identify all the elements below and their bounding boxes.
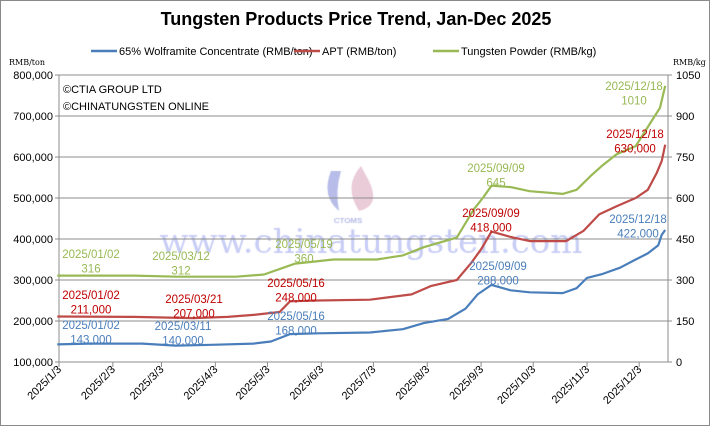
x-tick-label: 2025/2/3 [79,364,118,403]
legend-label: APT (RMB/ton) [322,46,396,58]
chart-title: Tungsten Products Price Trend, Jan-Dec 2… [160,9,552,29]
data-label: 2025/03/12 312 [152,251,210,278]
data-label: 2025/09/09 418,000 [462,208,520,235]
x-tick-label: 2025/8/3 [394,364,433,403]
y-right-tick-label: 1050 [676,70,700,82]
y-right-tick-label: 600 [676,193,694,205]
data-label: 2025/03/11 140,000 [155,321,212,348]
y-left-unit: RMB/ton [9,58,45,67]
y-right-tick-label: 300 [676,275,694,287]
y-right-tick-label: 750 [676,152,694,164]
x-tick-label: 2025/1/3 [25,364,64,403]
x-tick-label: 2025/4/3 [182,364,221,403]
x-tick-label: 2025/3/3 [128,364,167,403]
data-label: 2025/05/19 360 [275,239,333,266]
data-label: 2025/01/02 316 [62,249,120,276]
y-right-tick-label: 0 [676,357,682,369]
data-label: 2025/05/16 248,000 [267,278,325,305]
x-tick-label: 2025/11/3 [550,364,593,407]
data-label: 2025/12/18 1010 [605,81,663,108]
y-left-tick-label: 100,000 [13,357,53,369]
y-left-tick-label: 400,000 [13,234,53,246]
y-left-tick-label: 700,000 [13,111,53,123]
y-left-tick-label: 200,000 [13,316,53,328]
series-line-0 [57,229,667,347]
x-tick-label: 2025/7/3 [340,364,379,403]
y-left-tick-label: 600,000 [13,152,53,164]
x-tick-label: 2025/10/3 [495,364,538,407]
x-tick-label: 2025/9/3 [447,364,486,403]
data-label: 2025/12/18 422,000 [609,214,667,241]
data-label: 2025/09/09 645 [467,163,525,190]
legend-label: Tungsten Powder (RMB/kg) [461,46,596,58]
copyright-text: ©CHINATUNGSTEN ONLINE [63,101,209,113]
data-label: 2025/05/16 168,000 [267,311,325,338]
x-tick-label: 2025/12/3 [601,364,644,407]
y-right-unit: RMB/kg [673,58,706,67]
copyright-text: ©CTIA GROUP LTD [63,84,162,96]
x-tick-label: 2025/5/3 [234,364,273,403]
data-label: 2025/01/02 143,000 [62,320,120,347]
data-label: 2025/09/09 288,000 [469,261,527,288]
series-line-1 [57,144,667,320]
data-label: 2025/03/21 207,000 [165,294,223,321]
legend-label: 65% Wolframite Concentrate (RMB/ton) [119,46,313,58]
y-left-tick-label: 800,000 [13,70,53,82]
y-right-tick-label: 900 [676,111,694,123]
x-tick-label: 2025/6/3 [288,364,327,403]
y-right-tick-label: 450 [676,234,694,246]
series-line-2 [57,85,667,278]
y-left-tick-label: 300,000 [13,275,53,287]
data-label: 2025/12/18 630,000 [606,129,664,156]
y-right-tick-label: 150 [676,316,694,328]
data-label: 2025/01/02 211,000 [62,290,120,317]
y-left-tick-label: 500,000 [13,193,53,205]
